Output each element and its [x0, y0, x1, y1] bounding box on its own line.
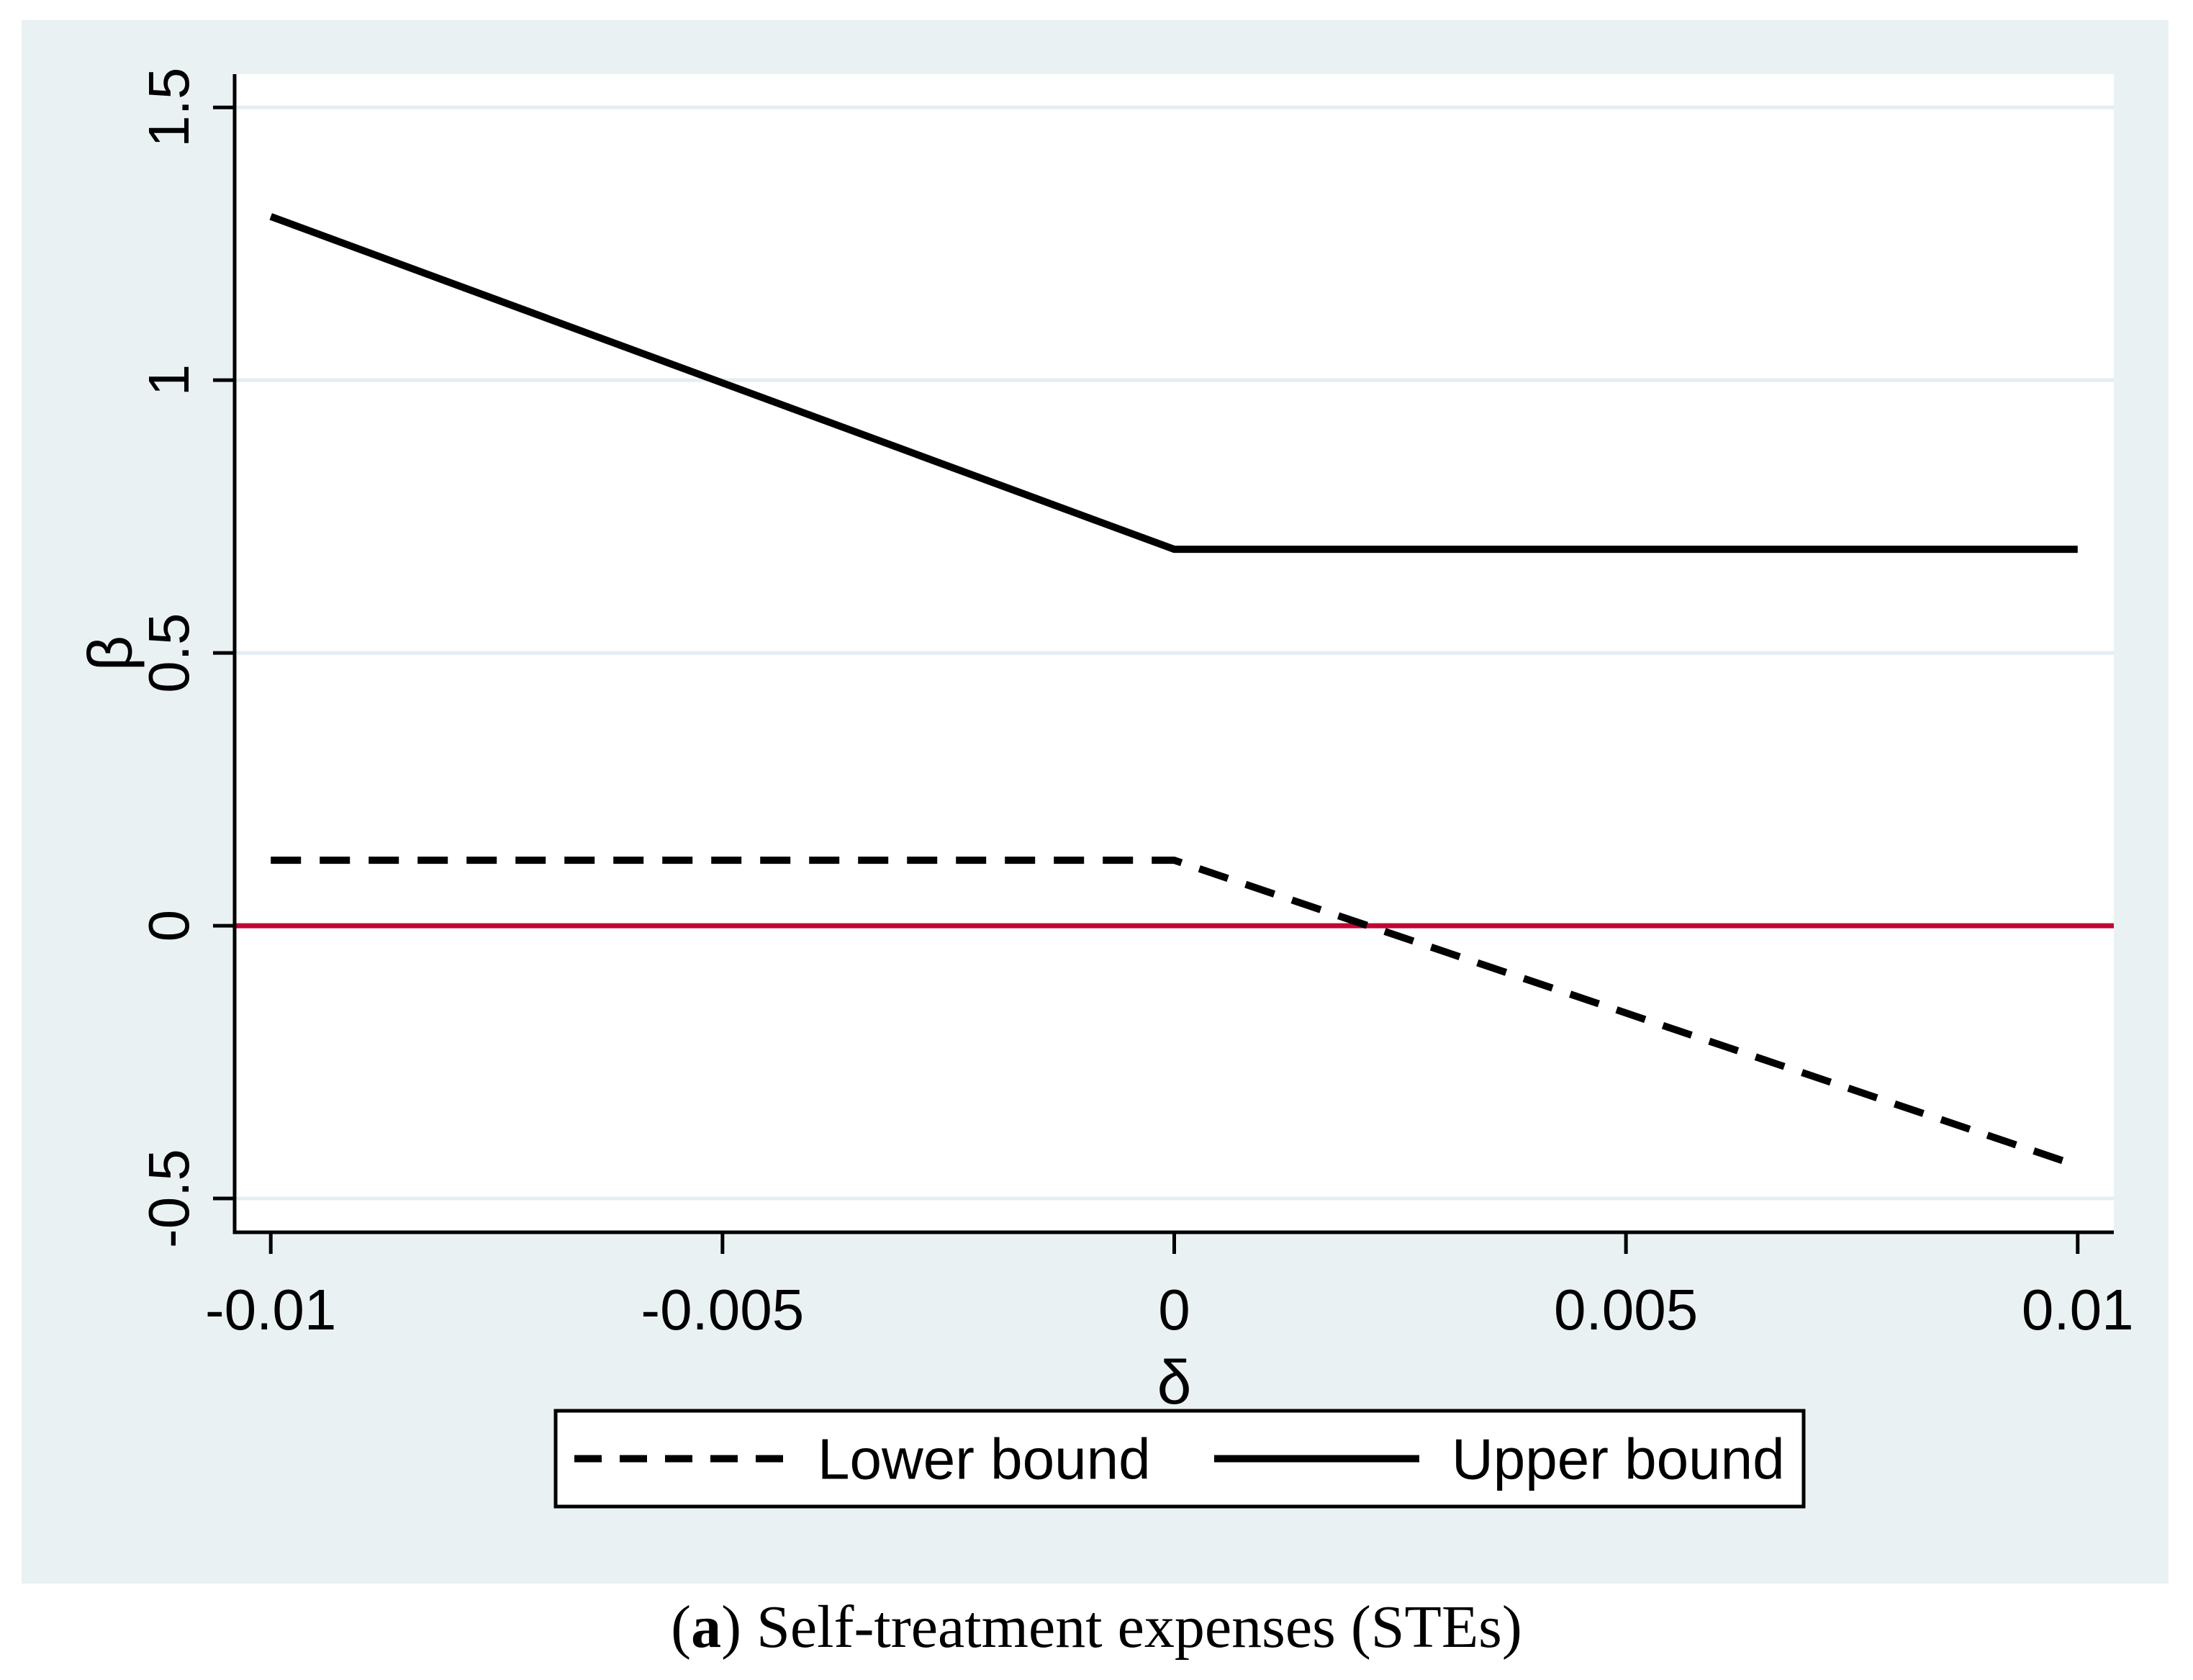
y-tick-label: 0.5 [137, 613, 201, 693]
y-tick-label: -0.5 [137, 1149, 201, 1248]
legend-box: Lower bound Upper bound [553, 1409, 1806, 1509]
caption-paren-close: ) [721, 1594, 742, 1661]
y-tick-label: 0 [137, 910, 201, 942]
legend-label-upper-bound: Upper bound [1452, 1427, 1785, 1491]
legend-label-lower-bound: Lower bound [818, 1427, 1151, 1491]
y-tick-label: 1 [137, 364, 201, 397]
x-tick-label: -0.01 [205, 1278, 336, 1342]
caption-text: Self-treatment expenses (STEs) [741, 1594, 1522, 1661]
axis-labels-layer: -0.5 0 0.5 1 1.5 -0.01 -0.005 0 0.005 0.01 β δ [76, 68, 2134, 1417]
caption-paren-open: ( [671, 1594, 692, 1661]
chart-background-layer [22, 20, 2169, 1584]
y-axis-title: β [76, 636, 145, 671]
upper-bound-line [269, 213, 2078, 554]
lower-bound-line [271, 857, 2079, 1170]
axes-layer [213, 74, 2114, 1254]
x-tick-label: 0 [1158, 1278, 1190, 1342]
x-tick-label: 0.01 [2022, 1278, 2134, 1342]
y-tick-label: 1.5 [137, 68, 201, 148]
caption-letter: a [691, 1594, 722, 1661]
subfigure-caption: (a) Self-treatment expenses (STEs) [0, 1592, 2193, 1662]
x-tick-label: 0.005 [1554, 1278, 1698, 1342]
x-tick-label: -0.005 [641, 1278, 804, 1342]
series-layer [269, 213, 2079, 1170]
x-axis-title: δ [1157, 1348, 1192, 1417]
